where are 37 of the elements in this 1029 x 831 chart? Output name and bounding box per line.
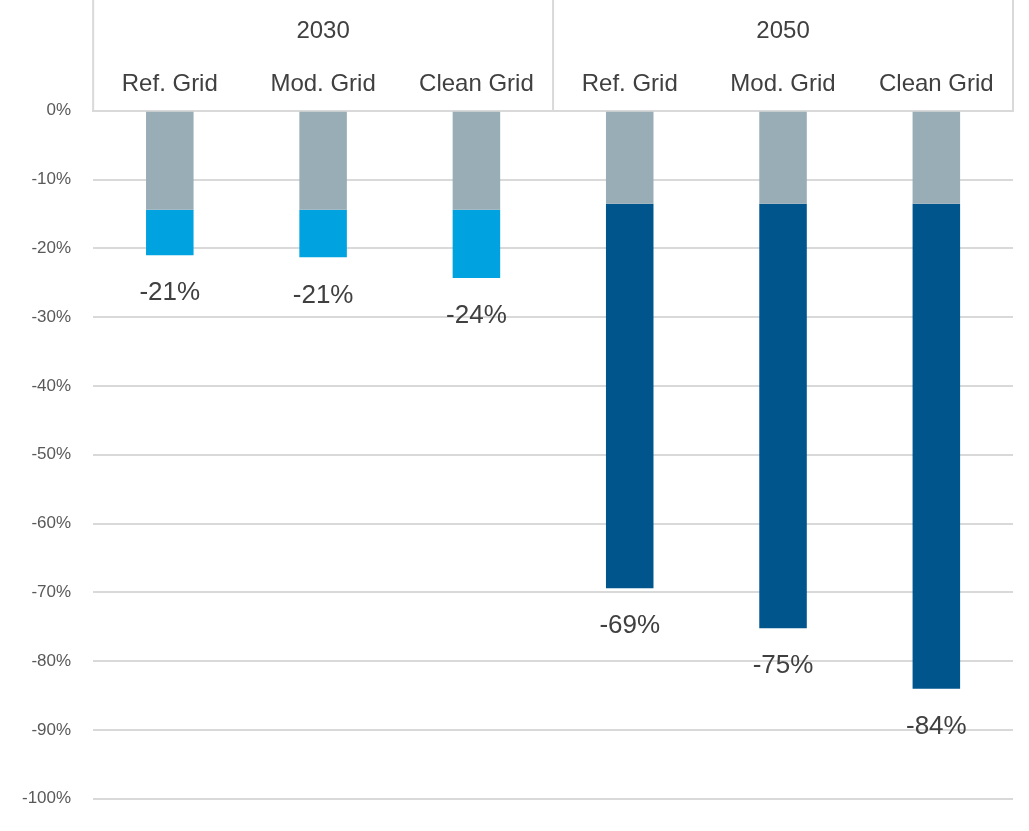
bar — [759, 203, 807, 629]
total-label: -21% — [292, 278, 354, 309]
bar — [146, 209, 194, 256]
y-tick-label: -10% — [31, 169, 72, 189]
total-label: -69% — [599, 609, 661, 640]
y-tick-label: -30% — [31, 306, 72, 326]
total-label: -24% — [446, 299, 507, 330]
x-tick-label: Mod. Grid — [730, 69, 836, 97]
bar — [759, 111, 807, 204]
bar — [912, 203, 961, 689]
text: 2050 — [756, 15, 810, 43]
bar — [452, 111, 501, 210]
y-tick-label: -80% — [31, 650, 72, 670]
x-tick-label: Clean Grid — [419, 69, 534, 97]
y-tick-label: 0% — [46, 100, 72, 120]
bar — [452, 209, 501, 278]
y-tick-label: -90% — [31, 719, 72, 739]
bar — [146, 111, 194, 210]
x-tick-label: Clean Grid — [878, 69, 994, 97]
y-tick-label: -60% — [31, 513, 72, 533]
x-tick-label: Ref. Grid — [121, 69, 218, 97]
y-tick-label: -40% — [31, 375, 72, 395]
text: 2030 — [296, 15, 350, 43]
total-label: -84% — [905, 709, 967, 740]
y-tick-label: -20% — [31, 238, 72, 258]
x-tick-label: Ref. Grid — [581, 69, 678, 97]
bar — [605, 111, 654, 204]
bar — [299, 111, 347, 210]
x-tick-label: Mod. Grid — [270, 69, 376, 97]
bar — [299, 209, 347, 258]
y-tick-label: -100% — [22, 788, 72, 808]
total-label: -75% — [752, 649, 814, 680]
bar — [912, 111, 961, 204]
bar — [605, 203, 654, 589]
total-label: -21% — [139, 276, 201, 307]
y-tick-label: -70% — [31, 582, 72, 602]
y-tick-label: -50% — [31, 444, 72, 464]
